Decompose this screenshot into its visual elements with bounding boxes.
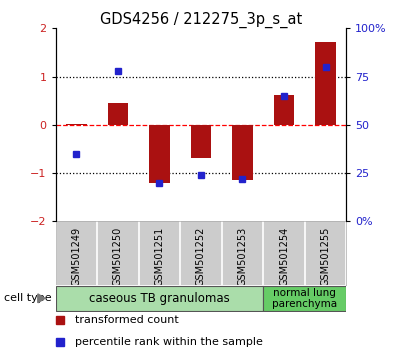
Text: GSM501249: GSM501249 <box>72 227 82 286</box>
Text: normal lung
parenchyma: normal lung parenchyma <box>272 287 338 309</box>
Text: GSM501255: GSM501255 <box>320 227 330 286</box>
FancyBboxPatch shape <box>263 286 346 311</box>
Bar <box>274 95 295 125</box>
Bar <box>107 103 129 125</box>
Text: GSM501254: GSM501254 <box>279 227 289 286</box>
Text: GSM501250: GSM501250 <box>113 227 123 286</box>
Text: percentile rank within the sample: percentile rank within the sample <box>74 337 262 347</box>
Text: GSM501251: GSM501251 <box>154 227 164 286</box>
Bar <box>315 42 336 125</box>
Text: GSM501253: GSM501253 <box>238 227 248 286</box>
Bar <box>232 125 253 181</box>
Text: transformed count: transformed count <box>74 315 178 325</box>
Text: caseous TB granulomas: caseous TB granulomas <box>89 292 230 305</box>
Text: GSM501252: GSM501252 <box>196 227 206 286</box>
Bar <box>149 125 170 183</box>
Title: GDS4256 / 212275_3p_s_at: GDS4256 / 212275_3p_s_at <box>100 12 302 28</box>
Bar <box>191 125 211 158</box>
Bar <box>66 124 87 125</box>
FancyBboxPatch shape <box>56 286 263 311</box>
Text: cell type: cell type <box>4 293 52 303</box>
